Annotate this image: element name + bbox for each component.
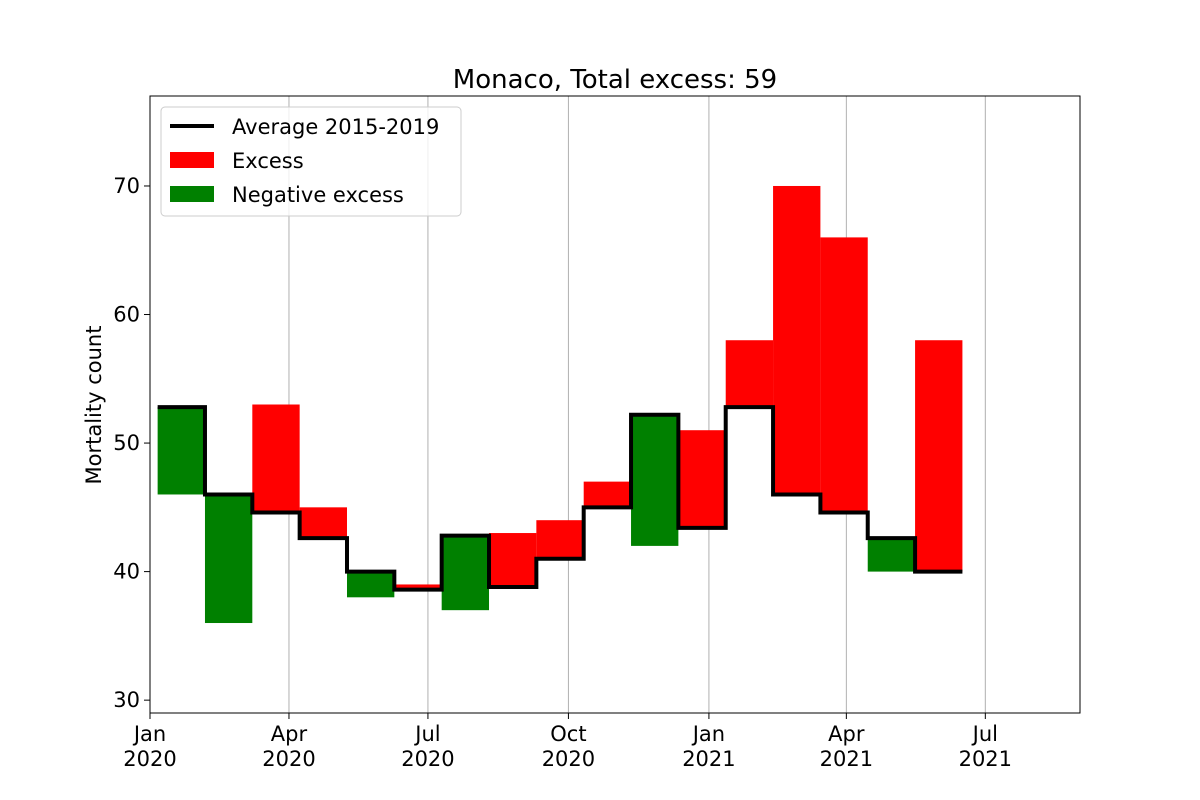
x-axis-ticks: Jan2020Apr2020Jul2020Oct2020Jan2021Apr20…	[123, 713, 1012, 771]
negative-excess-bar	[157, 407, 205, 495]
x-tick-label-year: 2021	[820, 747, 873, 771]
x-tick-label-month: Jan	[132, 722, 166, 746]
average-step-line	[157, 405, 963, 592]
negative-excess-bar	[441, 535, 490, 611]
excess-bar	[583, 481, 632, 508]
x-tick-label-month: Apr	[271, 722, 308, 746]
x-tick-label-month: Oct	[550, 722, 586, 746]
x-tick-label-year: 2020	[262, 747, 315, 771]
legend-average-label: Average 2015-2019	[232, 115, 439, 139]
excess-bar	[820, 237, 868, 513]
negative-excess-bar	[204, 494, 253, 624]
x-tick-label-year: 2020	[542, 747, 595, 771]
excess-bar	[299, 507, 347, 539]
x-tick-label-year: 2020	[123, 747, 176, 771]
excess-bar	[915, 340, 963, 572]
legend-excess-label: Excess	[232, 149, 304, 173]
legend-negative-swatch	[170, 186, 214, 202]
x-tick-label-year: 2021	[959, 747, 1012, 771]
excess-bar	[536, 520, 584, 559]
x-tick-label-month: Jan	[691, 722, 725, 746]
y-tick-label: 60	[113, 303, 140, 327]
legend-excess-swatch	[170, 152, 214, 168]
excess-bar	[394, 584, 442, 590]
y-tick-label: 50	[113, 431, 140, 455]
negative-excess-bar	[346, 571, 395, 598]
legend-box	[160, 106, 462, 217]
excess-bar	[678, 430, 726, 528]
y-axis-label: Mortality count	[82, 326, 106, 485]
bars	[157, 185, 963, 624]
x-tick-label-month: Apr	[828, 722, 865, 746]
plot-frame	[149, 95, 1081, 714]
average-line	[157, 405, 963, 592]
y-tick-label: 70	[113, 174, 140, 198]
legend-negative-label: Negative excess	[232, 183, 404, 207]
chart-title: Monaco, Total excess: 59	[453, 65, 777, 95]
excess-bar	[252, 404, 300, 513]
excess-bar	[725, 340, 774, 408]
legend: Average 2015-2019 Excess Negative excess	[160, 106, 462, 217]
y-tick-label: 40	[113, 560, 140, 584]
y-tick-label: 30	[113, 688, 140, 712]
negative-excess-bar	[631, 414, 679, 546]
y-axis-ticks: 30 40 50 60 70	[113, 174, 150, 712]
x-tick-label-year: 2020	[401, 747, 454, 771]
x-tick-label-month: Jul	[413, 722, 440, 746]
excess-bar	[773, 185, 821, 495]
x-tick-label-month: Jul	[971, 722, 998, 746]
excess-bar	[489, 533, 537, 588]
negative-excess-bar	[867, 538, 916, 572]
x-tick-label-year: 2021	[682, 747, 735, 771]
